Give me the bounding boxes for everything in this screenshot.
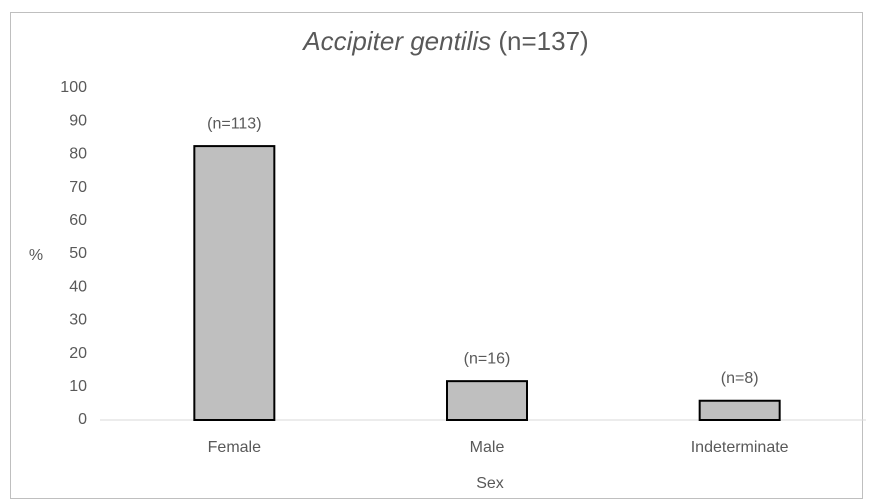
y-tick-label: 0: [78, 411, 87, 428]
y-tick-label: 100: [60, 79, 87, 96]
title-species: Accipiter gentilis: [301, 26, 491, 56]
y-axis-label: %: [29, 247, 43, 264]
x-tick-label: Male: [470, 439, 505, 456]
x-axis-label: Sex: [476, 475, 504, 492]
y-tick-label: 30: [69, 312, 87, 329]
title-sample: (n=137): [498, 26, 588, 56]
y-tick-label: 60: [69, 212, 87, 229]
x-tick-label: Indeterminate: [691, 439, 789, 456]
bar: [446, 380, 528, 422]
y-tick-label: 50: [69, 245, 87, 262]
chart-title: Accipiter gentilis (n=137): [301, 26, 588, 56]
x-tick-label: Female: [208, 439, 261, 456]
bar-annotation: (n=113): [207, 115, 261, 132]
bar: [193, 145, 276, 421]
y-tick-label: 40: [69, 278, 87, 295]
y-tick-label: 20: [69, 345, 87, 362]
y-tick-label: 90: [69, 112, 87, 129]
y-tick-label: 10: [69, 378, 87, 395]
bar-annotation: (n=16): [464, 350, 511, 367]
bar: [698, 399, 781, 421]
bar-annotation: (n=8): [721, 370, 759, 387]
y-tick-label: 70: [69, 179, 87, 196]
y-tick-label: 80: [69, 146, 87, 163]
chart-frame: [10, 12, 863, 499]
